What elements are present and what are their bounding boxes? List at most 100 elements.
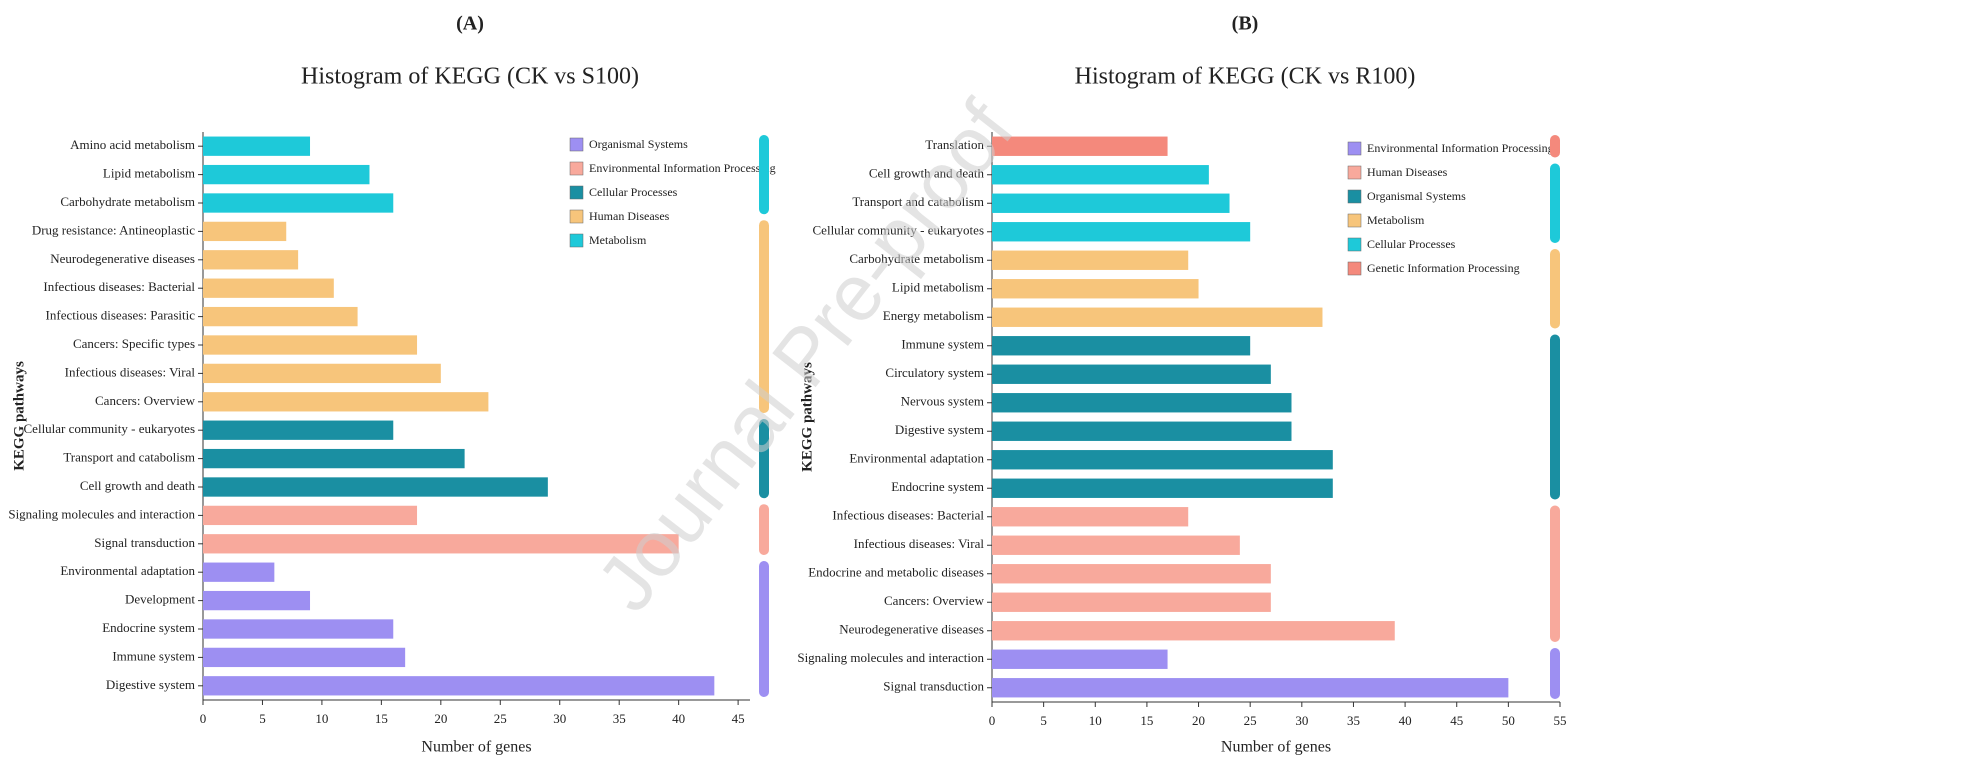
x-tick-label: 15 bbox=[375, 711, 388, 726]
legend-swatch bbox=[569, 185, 584, 200]
panel-label: (A) bbox=[456, 13, 484, 35]
y-tick-label: Energy metabolism bbox=[883, 308, 984, 323]
bar bbox=[992, 621, 1395, 641]
bar bbox=[203, 221, 287, 242]
x-tick-label: 30 bbox=[553, 711, 566, 726]
bar bbox=[992, 279, 1199, 299]
y-tick-label: Cellular community - eukaryotes bbox=[24, 421, 195, 436]
legend-swatch bbox=[569, 209, 584, 224]
x-tick-label: 10 bbox=[315, 711, 328, 726]
y-tick-label: Cell growth and death bbox=[80, 478, 196, 493]
y-tick-label: Environmental adaptation bbox=[60, 563, 195, 578]
legend-swatch bbox=[1347, 141, 1362, 156]
x-tick-label: 15 bbox=[1140, 713, 1153, 728]
legend-label: Genetic Information Processing bbox=[1367, 261, 1520, 275]
bar bbox=[203, 164, 370, 185]
legend-label: Environmental Information Processing bbox=[1367, 141, 1554, 155]
group-bracket bbox=[759, 220, 769, 413]
group-bracket bbox=[1550, 505, 1560, 642]
y-tick-label: Cancers: Overview bbox=[884, 593, 985, 608]
y-tick-label: Signaling molecules and interaction bbox=[797, 650, 984, 665]
y-tick-label: Cellular community - eukaryotes bbox=[813, 223, 984, 238]
group-bracket bbox=[759, 561, 769, 697]
y-tick-label: Signaling molecules and interaction bbox=[8, 506, 195, 521]
y-tick-label: Endocrine system bbox=[891, 479, 984, 494]
bar bbox=[992, 678, 1509, 698]
group-bracket bbox=[759, 419, 769, 499]
bar bbox=[203, 448, 465, 469]
bar bbox=[203, 534, 679, 554]
bar bbox=[992, 507, 1189, 527]
group-bracket bbox=[1550, 249, 1560, 329]
legend-swatch bbox=[569, 137, 584, 152]
legend-swatch bbox=[1347, 213, 1362, 228]
legend-label: Human Diseases bbox=[1367, 165, 1448, 179]
bar bbox=[203, 562, 275, 582]
legend-label: Metabolism bbox=[1367, 213, 1425, 227]
bar bbox=[203, 392, 489, 412]
bar bbox=[992, 564, 1271, 584]
y-tick-label: Cell growth and death bbox=[869, 166, 985, 181]
x-tick-label: 45 bbox=[732, 711, 745, 726]
x-tick-label: 10 bbox=[1089, 713, 1102, 728]
y-tick-label: Circulatory system bbox=[885, 365, 984, 380]
bar bbox=[992, 193, 1230, 213]
bar bbox=[203, 477, 548, 497]
legend-label: Organismal Systems bbox=[589, 137, 688, 151]
bar bbox=[203, 619, 394, 639]
legend-label: Metabolism bbox=[589, 233, 647, 247]
y-tick-label: Infectious diseases: Bacterial bbox=[43, 279, 195, 294]
bar bbox=[203, 363, 441, 384]
legend-label: Human Diseases bbox=[589, 209, 670, 223]
y-tick-label: Carbohydrate metabolism bbox=[849, 251, 984, 266]
x-tick-label: 20 bbox=[434, 711, 447, 726]
legend-swatch bbox=[1347, 189, 1362, 204]
group-bracket bbox=[1550, 163, 1560, 243]
bar bbox=[203, 676, 715, 696]
bar bbox=[203, 250, 299, 270]
bar bbox=[992, 165, 1209, 185]
x-tick-label: 40 bbox=[672, 711, 685, 726]
y-tick-label: Carbohydrate metabolism bbox=[60, 194, 195, 209]
bar bbox=[203, 278, 334, 298]
bar bbox=[992, 336, 1251, 356]
x-tick-label: 25 bbox=[494, 711, 507, 726]
y-tick-label: Signal transduction bbox=[94, 535, 195, 550]
bar bbox=[992, 307, 1323, 327]
y-tick-label: Infectious diseases: Viral bbox=[65, 364, 196, 379]
x-tick-label: 0 bbox=[200, 711, 207, 726]
x-tick-label: 5 bbox=[1040, 713, 1047, 728]
y-tick-label: Environmental adaptation bbox=[849, 451, 984, 466]
x-tick-label: 35 bbox=[1347, 713, 1360, 728]
x-tick-label: 25 bbox=[1244, 713, 1257, 728]
bar bbox=[203, 505, 418, 526]
y-tick-label: Lipid metabolism bbox=[892, 280, 984, 295]
y-tick-label: Immune system bbox=[112, 648, 195, 663]
y-tick-label: Amino acid metabolism bbox=[70, 137, 195, 152]
bar bbox=[992, 421, 1292, 441]
bar bbox=[203, 306, 358, 327]
y-axis-label: KEGG pathways bbox=[11, 361, 27, 471]
y-axis-label: KEGG pathways bbox=[799, 362, 815, 472]
bar bbox=[203, 136, 311, 156]
y-tick-label: Infectious diseases: Viral bbox=[854, 536, 985, 551]
y-tick-label: Transport and catabolism bbox=[63, 450, 195, 465]
x-tick-label: 40 bbox=[1399, 713, 1412, 728]
y-tick-label: Digestive system bbox=[106, 677, 195, 692]
y-tick-label: Neurodegenerative diseases bbox=[839, 622, 984, 637]
chart-title: Histogram of KEGG (CK vs S100) bbox=[301, 64, 639, 90]
y-tick-label: Infectious diseases: Bacterial bbox=[832, 508, 984, 523]
x-tick-label: 5 bbox=[259, 711, 266, 726]
bar bbox=[992, 592, 1271, 612]
group-bracket bbox=[759, 504, 769, 555]
x-axis-label: Number of genes bbox=[421, 739, 531, 756]
chart-title: Histogram of KEGG (CK vs R100) bbox=[1075, 64, 1416, 90]
legend-label: Cellular Processes bbox=[1367, 237, 1456, 251]
bar bbox=[203, 647, 406, 668]
x-tick-label: 50 bbox=[1502, 713, 1515, 728]
y-tick-label: Endocrine and metabolic diseases bbox=[808, 565, 984, 580]
x-tick-label: 0 bbox=[989, 713, 996, 728]
y-tick-label: Development bbox=[125, 592, 195, 607]
bar bbox=[203, 420, 394, 440]
